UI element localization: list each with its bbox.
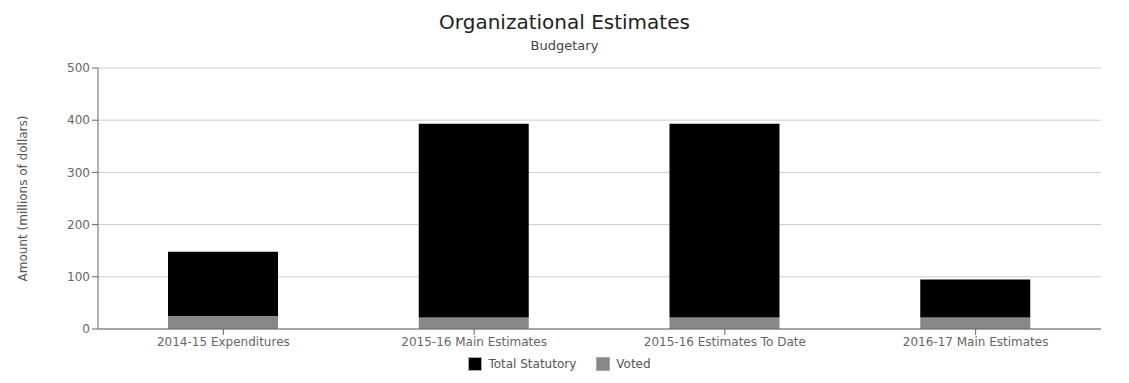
svg-text:Amount (millions of dollars): Amount (millions of dollars) <box>16 116 30 282</box>
svg-text:2016-17 Main Estimates: 2016-17 Main Estimates <box>903 335 1049 349</box>
html-text:Budgetary: Budgetary <box>530 38 599 53</box>
svg-text:400: 400 <box>67 113 90 127</box>
svg-text:2014-15 Expenditures: 2014-15 Expenditures <box>157 335 290 349</box>
svg-text:0: 0 <box>82 322 90 336</box>
svg-text:500: 500 <box>67 61 90 75</box>
svg-text:2015-16 Estimates To Date: 2015-16 Estimates To Date <box>644 335 806 349</box>
svg-text:2015-16 Main Estimates: 2015-16 Main Estimates <box>401 335 547 349</box>
html-text:Total Statutory: Total Statutory <box>488 357 577 371</box>
html-text:Voted: Voted <box>616 357 651 371</box>
svg-text:300: 300 <box>67 166 90 180</box>
svg-text:200: 200 <box>67 218 90 232</box>
svg-text:100: 100 <box>67 270 90 284</box>
html-text:Organizational Estimates: Organizational Estimates <box>439 10 690 34</box>
